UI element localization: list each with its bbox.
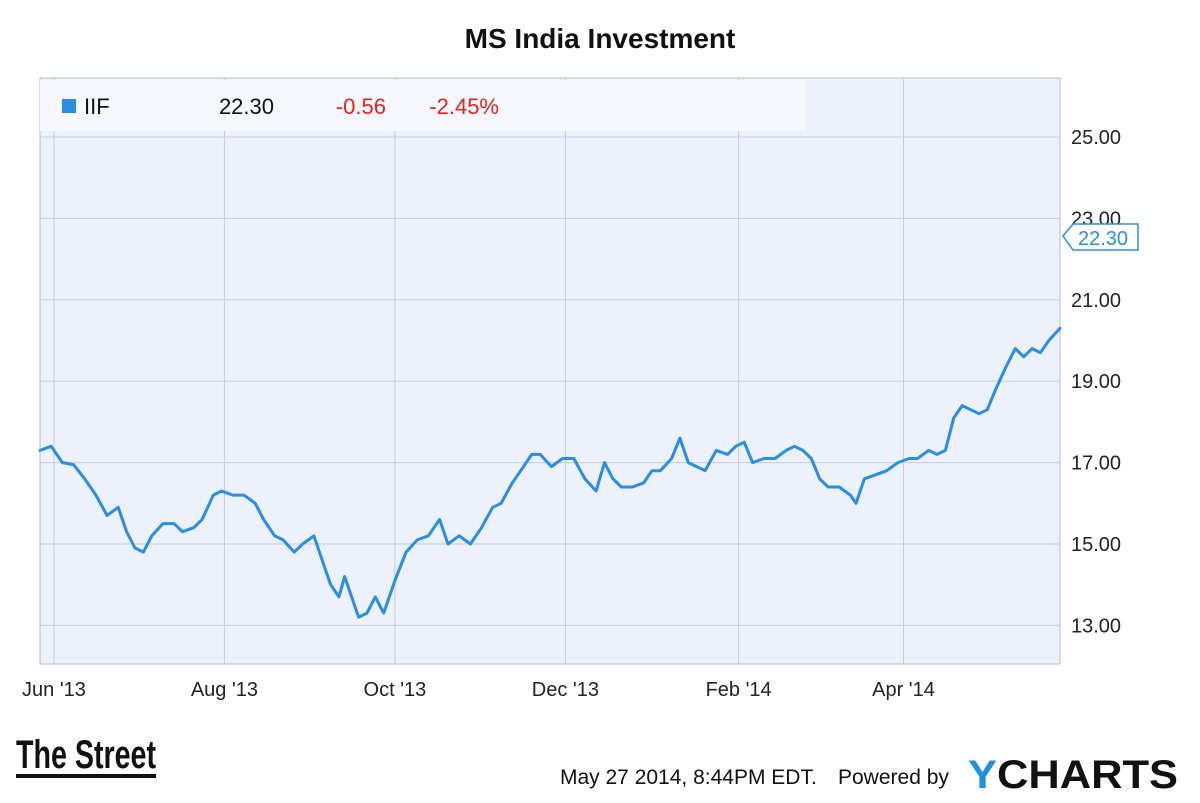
plot-area bbox=[39, 77, 1061, 665]
footer-powered-by: Powered by bbox=[838, 766, 949, 789]
footer: The Street May 27 2014, 8:44PM EDT. Powe… bbox=[16, 733, 1178, 797]
x-tick-label: Oct '13 bbox=[364, 679, 427, 701]
x-tick-label: Dec '13 bbox=[532, 679, 599, 701]
last-value-label: 22.30 bbox=[1078, 228, 1128, 250]
ycharts-logo: YCHARTS bbox=[968, 753, 1178, 797]
y-tick-label: 17.00 bbox=[1071, 453, 1121, 475]
thestreet-logo: The Street bbox=[16, 733, 156, 777]
footer-timestamp: May 27 2014, 8:44PM EDT. bbox=[560, 766, 817, 789]
last-value-callout bbox=[1062, 223, 1139, 251]
x-tick-label: Feb '14 bbox=[706, 679, 772, 701]
y-tick-label: 19.00 bbox=[1071, 371, 1121, 393]
x-tick-label: Apr '14 bbox=[872, 679, 935, 701]
legend-symbol: IIF bbox=[84, 94, 110, 119]
x-tick-label: Aug '13 bbox=[191, 679, 258, 701]
grid bbox=[40, 78, 1060, 664]
legend-change: -0.56 bbox=[336, 94, 386, 119]
series-line-iif bbox=[38, 326, 1062, 619]
y-tick-label: 25.00 bbox=[1071, 127, 1121, 149]
thestreet-logo-underline bbox=[16, 774, 156, 778]
y-tick-label: 15.00 bbox=[1071, 534, 1121, 556]
y-tick-label: 21.00 bbox=[1071, 290, 1121, 312]
last-value-marker: 22.30 bbox=[1062, 223, 1139, 251]
legend-background bbox=[40, 80, 806, 131]
legend-change-pct: -2.45% bbox=[429, 94, 499, 119]
x-axis: Jun '13 Aug '13 Oct '13 Dec '13 Feb '14 Apr '… bbox=[22, 679, 935, 701]
chart-title: MS India Investment bbox=[465, 23, 736, 54]
legend: IIF 22.30 -0.56 -2.45% bbox=[40, 80, 806, 131]
legend-swatch-iif bbox=[62, 99, 76, 113]
y-tick-label: 13.00 bbox=[1071, 615, 1121, 637]
x-tick-label: Jun '13 bbox=[22, 679, 86, 701]
legend-price: 22.30 bbox=[219, 94, 274, 119]
